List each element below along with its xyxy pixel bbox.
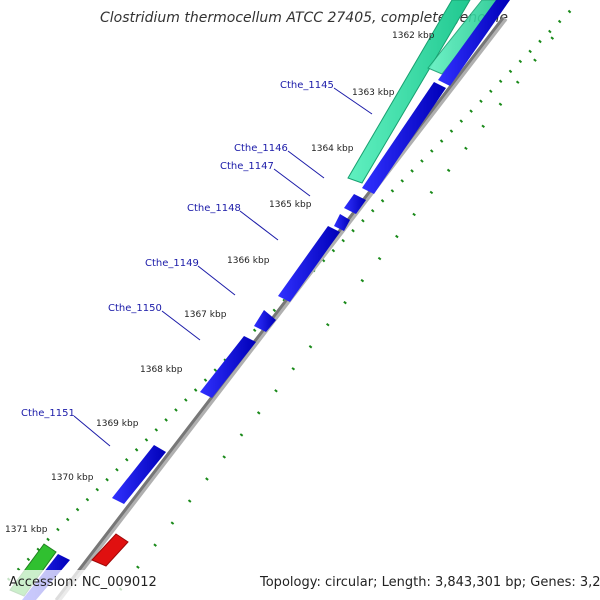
cds-feature-1145 bbox=[362, 82, 446, 194]
kbp-tick: 1363 kbp bbox=[352, 88, 395, 98]
label-line-1150 bbox=[161, 310, 201, 341]
label-line-1148 bbox=[239, 210, 279, 241]
gene-labels: Cthe_1145 Cthe_1146 Cthe_1147 Cthe_1148 … bbox=[21, 80, 334, 419]
cds-feature-1148 bbox=[278, 226, 340, 302]
label-line-1147 bbox=[273, 168, 311, 197]
inner-dashed-ring bbox=[118, 17, 570, 591]
cds-feature-1150 bbox=[200, 336, 256, 398]
kbp-tick: 1369 kbp bbox=[96, 419, 139, 429]
label-line-1145 bbox=[333, 87, 373, 115]
kbp-tick: 1368 kbp bbox=[140, 365, 183, 375]
cds-feature-1151 bbox=[112, 445, 166, 504]
label-line-1146 bbox=[287, 150, 325, 179]
gene-label-1146[interactable]: Cthe_1146 bbox=[234, 143, 288, 154]
footer-background bbox=[0, 570, 600, 600]
outer-dotted-ring bbox=[6, 3, 578, 582]
kbp-tick: 1365 kbp bbox=[269, 200, 312, 210]
red-feature bbox=[91, 533, 129, 567]
map-title: Clostridium thermocellum ATCC 27405, com… bbox=[100, 10, 508, 26]
kbp-tick: 1366 kbp bbox=[227, 256, 270, 266]
cds-feature-top bbox=[438, 0, 510, 86]
kbp-tick-labels: 1362 kbp 1363 kbp 1364 kbp 1365 kbp 1366… bbox=[5, 31, 435, 535]
rna-feature-top bbox=[427, 0, 501, 75]
accession-text: Accession: NC_009012 bbox=[9, 575, 157, 590]
gene-label-1149[interactable]: Cthe_1149 bbox=[145, 258, 199, 269]
label-line-1149 bbox=[197, 265, 236, 296]
rna-feature-1145 bbox=[347, 0, 471, 184]
gene-label-1147[interactable]: Cthe_1147 bbox=[220, 161, 274, 172]
cds-feature-1146 bbox=[344, 194, 366, 214]
gene-label-1148[interactable]: Cthe_1148 bbox=[187, 203, 241, 214]
kbp-tick: 1371 kbp bbox=[5, 525, 48, 535]
kbp-tick: 1370 kbp bbox=[51, 473, 94, 483]
kbp-tick: 1367 kbp bbox=[184, 310, 227, 320]
label-line-1151 bbox=[73, 415, 111, 447]
gene-label-1150[interactable]: Cthe_1150 bbox=[108, 303, 162, 314]
genome-backbone bbox=[54, 17, 505, 600]
gene-label-lines bbox=[73, 87, 373, 447]
topology-text: Topology: circular; Length: 3,843,301 bp… bbox=[259, 575, 600, 590]
gene-label-1145[interactable]: Cthe_1145 bbox=[280, 80, 334, 91]
kbp-tick: 1362 kbp bbox=[392, 31, 435, 41]
cds-feature-1149 bbox=[254, 310, 276, 332]
gene-label-1151[interactable]: Cthe_1151 bbox=[21, 408, 75, 419]
cds-feature-1147 bbox=[334, 214, 350, 231]
genome-backbone-shadow bbox=[55, 16, 508, 600]
kbp-tick: 1364 kbp bbox=[311, 144, 354, 154]
